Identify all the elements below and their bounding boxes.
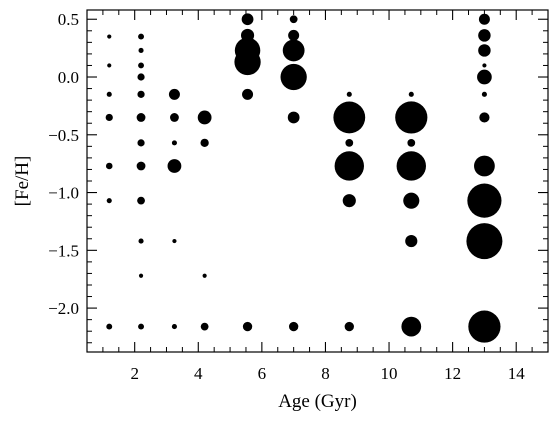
data-point [288, 29, 300, 41]
data-point [474, 155, 495, 177]
data-point [105, 162, 113, 170]
data-point [342, 194, 356, 208]
data-point [396, 151, 426, 181]
data-point [138, 47, 144, 53]
x-tick-label: 6 [258, 364, 267, 383]
data-point [482, 63, 487, 68]
data-point [138, 323, 144, 330]
data-point [481, 91, 487, 97]
y-tick-label: −0.5 [48, 126, 79, 145]
data-point [466, 223, 503, 260]
data-point [346, 91, 352, 97]
axis-ticks [86, 10, 549, 352]
data-point [477, 69, 492, 85]
data-point [136, 113, 146, 122]
data-point [401, 316, 422, 337]
plot-frame [86, 9, 549, 353]
data-point [234, 48, 261, 76]
data-point [345, 138, 354, 147]
data-point [334, 151, 364, 181]
data-point [289, 15, 298, 24]
y-tick-label: −1.0 [48, 184, 79, 203]
data-point [107, 34, 112, 39]
data-point [106, 198, 112, 204]
y-tick-label: 0.5 [58, 10, 79, 29]
x-tick-label: 14 [508, 364, 526, 383]
data-point [137, 73, 145, 81]
data-point [197, 110, 212, 125]
data-point [200, 138, 209, 148]
data-point [479, 112, 490, 123]
data-point [467, 183, 502, 218]
data-points [105, 13, 503, 343]
x-tick-label: 12 [444, 364, 461, 383]
data-point [138, 238, 144, 244]
data-point [171, 324, 177, 330]
data-point [395, 101, 428, 134]
data-point [241, 13, 254, 26]
data-point [138, 33, 144, 40]
data-point [137, 139, 145, 147]
data-point [333, 101, 366, 134]
data-point [242, 88, 254, 100]
y-tick-label: 0.0 [58, 68, 79, 87]
y-axis-label: [Fe/H] [12, 156, 33, 207]
data-point [200, 322, 209, 331]
data-point [289, 321, 299, 332]
data-point [107, 63, 112, 68]
data-point [168, 88, 180, 100]
data-point [137, 196, 145, 205]
data-point [138, 62, 144, 69]
y-tick-label: −1.5 [48, 241, 79, 260]
x-tick-label: 8 [321, 364, 330, 383]
data-point [106, 91, 112, 97]
y-tick-label: −2.0 [48, 299, 79, 318]
data-point [403, 192, 420, 209]
x-axis-label: Age (Gyr) [278, 391, 357, 412]
x-tick-label: 10 [381, 364, 398, 383]
data-point [407, 138, 416, 147]
data-point [136, 161, 146, 171]
data-point [468, 310, 501, 343]
data-point [167, 159, 182, 173]
data-point [280, 63, 307, 91]
data-point [137, 90, 145, 98]
data-point [202, 273, 207, 278]
tick-labels: 2 4 6 8 10 12 14 0.5 0.0 −0.5 −1.0 −1.5 −2.0 [48, 10, 525, 383]
data-point [138, 273, 144, 278]
x-tick-label: 4 [194, 364, 203, 383]
data-point [242, 321, 253, 332]
data-point [478, 29, 491, 42]
data-point [172, 239, 177, 244]
data-point [344, 321, 354, 332]
data-point [170, 113, 179, 122]
data-point [282, 39, 305, 62]
data-point [405, 235, 418, 248]
x-tick-label: 2 [130, 364, 139, 383]
data-point [287, 111, 300, 124]
data-point [171, 140, 177, 146]
data-point [106, 323, 113, 330]
data-point [408, 91, 414, 97]
data-point [105, 113, 113, 122]
data-point [478, 13, 490, 25]
data-point [478, 44, 491, 57]
